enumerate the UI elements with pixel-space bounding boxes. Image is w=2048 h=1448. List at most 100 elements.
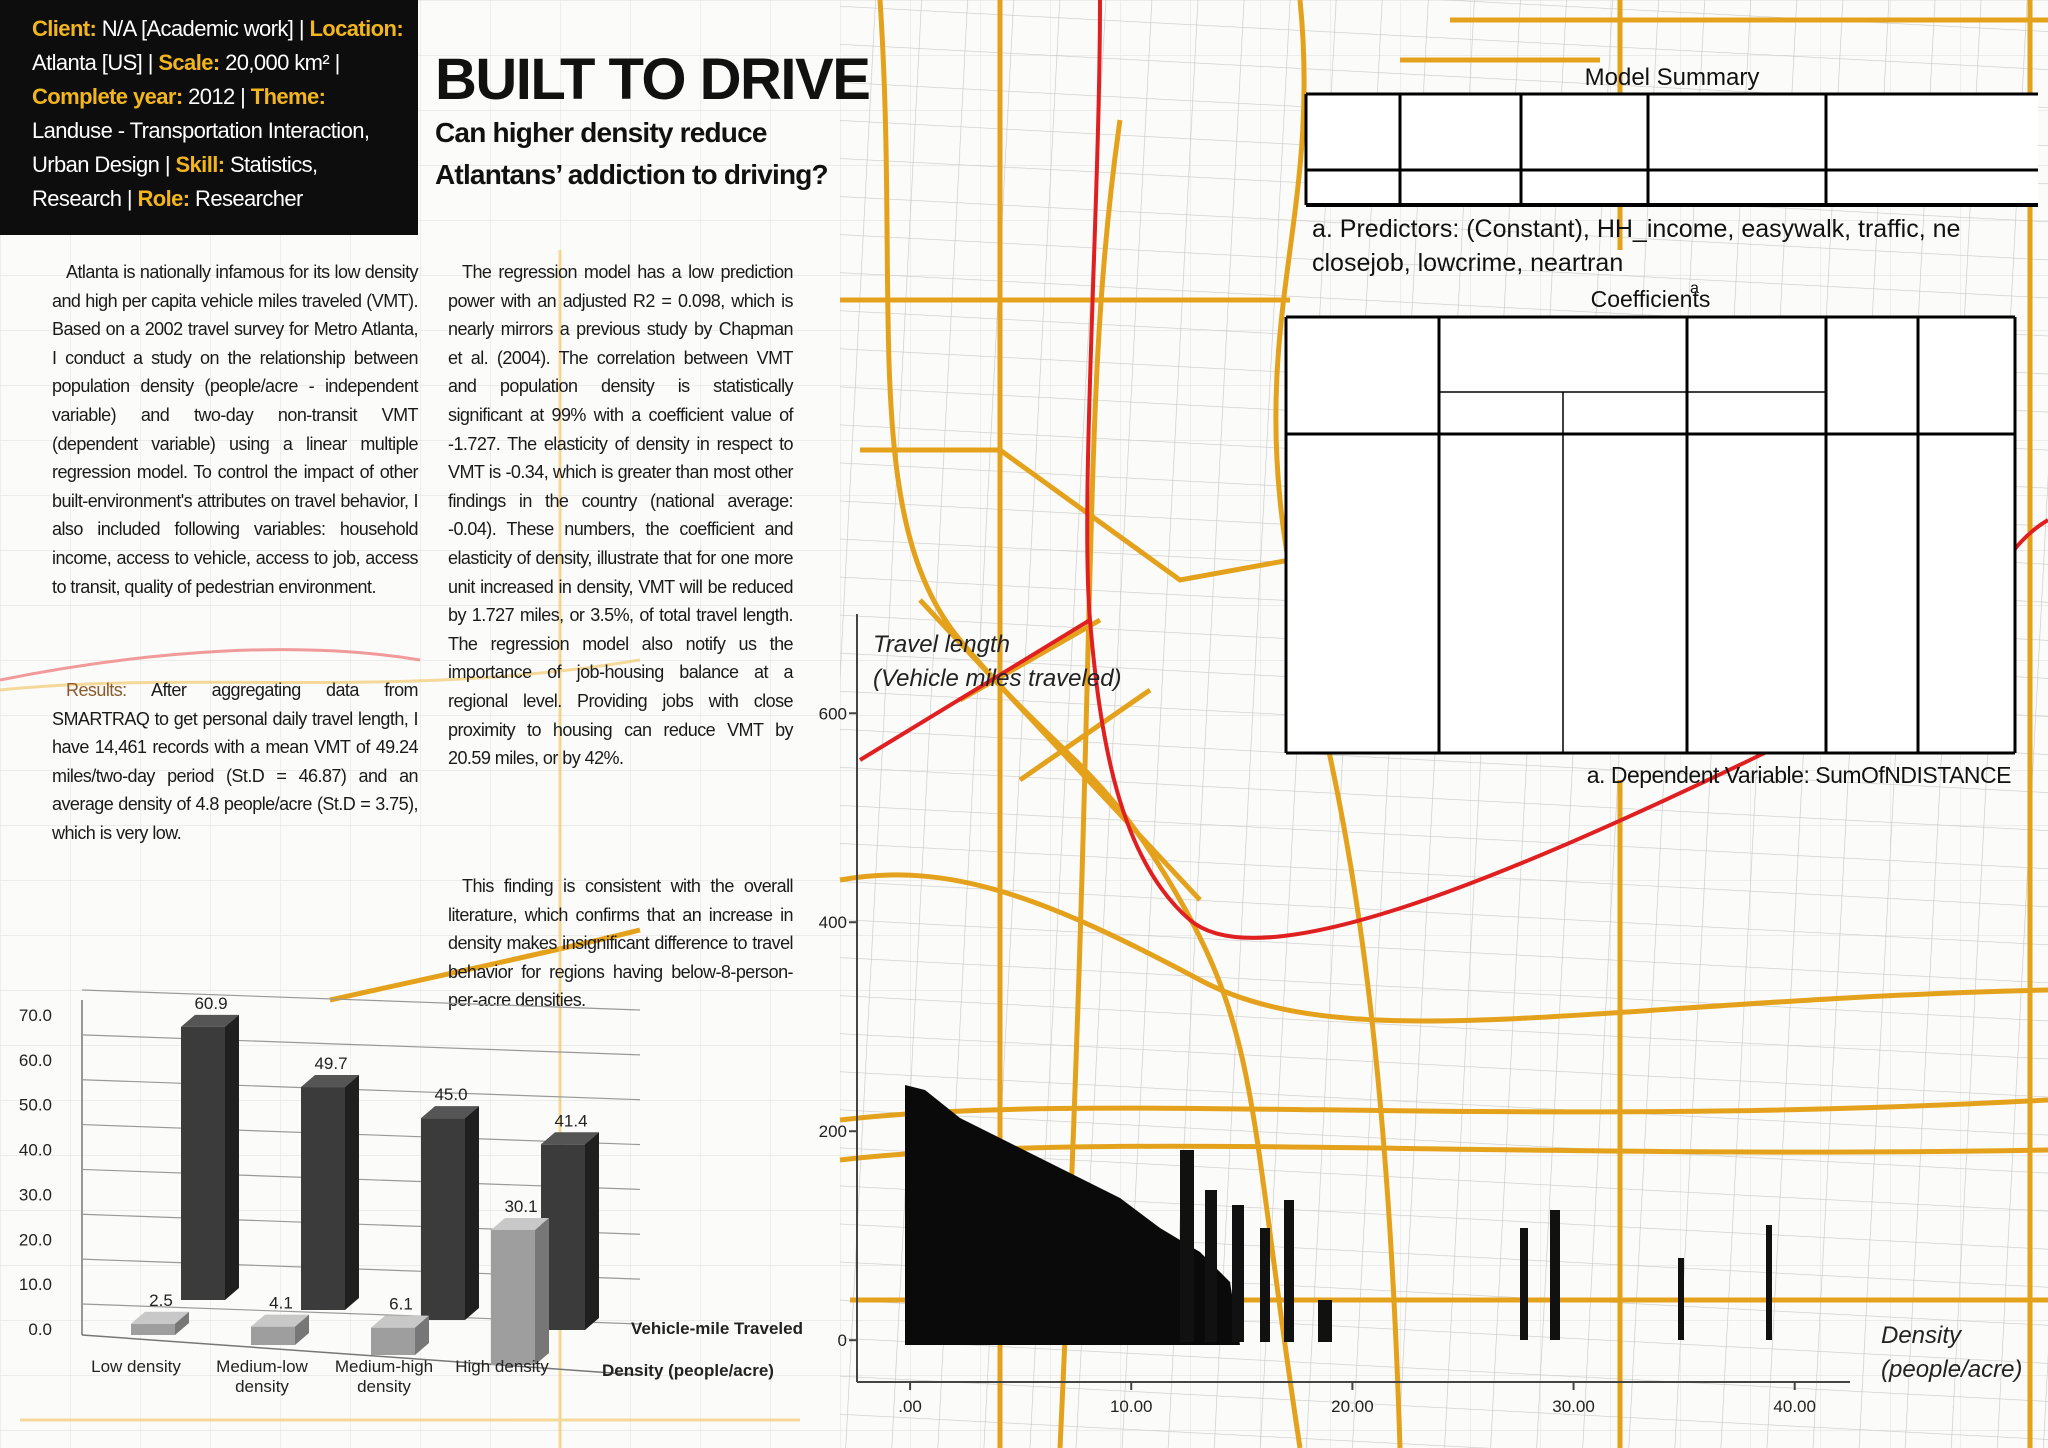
bar-side <box>345 1075 359 1310</box>
info-text: Researcher <box>195 186 303 211</box>
bar-side <box>465 1106 479 1320</box>
y-tick-label: 30.0 <box>19 1185 52 1204</box>
bar-top <box>181 1014 239 1027</box>
footnote: a. Dependent Variable: SumOfNDISTANCE <box>1586 762 2011 788</box>
results-paragraph: Results: After aggregating data from SMA… <box>52 676 419 848</box>
bar-side <box>585 1132 599 1330</box>
data-label: 60.9 <box>194 994 227 1013</box>
footnote: a. Predictors: (Constant), HH_income, ea… <box>1312 215 1961 243</box>
x-tick-label: High density <box>455 1357 549 1376</box>
table-title: Model Summary <box>1584 64 1760 91</box>
data-label: 41.4 <box>554 1111 587 1130</box>
bar-side <box>415 1315 429 1355</box>
x-tick-label: 30.00 <box>1552 1397 1595 1416</box>
info-label: Theme: <box>250 84 326 109</box>
x-tick-label-line: Medium-low <box>216 1357 308 1376</box>
y-tick-label: 0 <box>838 1331 847 1350</box>
info-label: Scale: <box>158 50 220 75</box>
bar-side <box>175 1311 189 1335</box>
data-label: 49.7 <box>314 1054 347 1073</box>
x-tick-label: 10.00 <box>1110 1397 1153 1416</box>
data-label: 30.1 <box>504 1197 537 1216</box>
bar-side <box>535 1217 549 1365</box>
info-text: Landuse - Transportation Interaction, Ur… <box>32 118 370 177</box>
bar-top <box>251 1314 309 1327</box>
footnote: closejob, lowcrime, neartran <box>1312 249 1624 277</box>
y-tick-label: 0.0 <box>28 1320 52 1339</box>
bar-side <box>225 1014 239 1300</box>
middle-paragraph: This finding is consistent with the over… <box>448 876 794 1011</box>
bar-top <box>301 1075 359 1088</box>
bar-top <box>491 1217 549 1230</box>
table-title: Coefficients <box>1590 286 1711 312</box>
data-label: 6.1 <box>389 1295 413 1314</box>
y-tick-label: 10.0 <box>19 1275 52 1294</box>
data-label: 45.0 <box>434 1085 467 1104</box>
subtitle-line: Can higher density reduce <box>435 117 767 148</box>
grid-line <box>81 1034 641 1056</box>
bar <box>301 1087 345 1310</box>
y-tick-label: 50.0 <box>19 1096 52 1115</box>
bar-top <box>131 1311 189 1324</box>
x-tick-label: 40.00 <box>1773 1397 1816 1416</box>
bar <box>131 1323 175 1335</box>
x-tick-label: 20.00 <box>1331 1397 1374 1416</box>
bar-top <box>421 1106 479 1119</box>
info-label: Role: <box>137 186 191 211</box>
x-tick-label-line: density <box>357 1377 411 1396</box>
project-info: Client: N/A [Academic work] | Location: … <box>0 0 418 235</box>
bar <box>371 1327 415 1355</box>
y-tick-label: 600 <box>819 704 847 723</box>
bar <box>251 1326 295 1345</box>
x-tick-label-line: Medium-high <box>335 1357 433 1376</box>
y-axis-label: Travel length <box>873 631 1010 658</box>
y-tick-label: 60.0 <box>19 1051 52 1070</box>
x-tick-label: Medium-low density <box>216 1357 308 1396</box>
bar-side <box>295 1314 309 1345</box>
middle-paragraph: The regression model has a low predictio… <box>448 262 794 769</box>
bar <box>421 1118 465 1320</box>
y-tick-label: 40.0 <box>19 1141 52 1160</box>
title: BUILT TO DRIVE <box>435 47 871 112</box>
grid-line <box>81 989 641 1011</box>
x-axis-label: (people/acre) <box>1881 1356 2022 1383</box>
bar <box>181 1026 225 1300</box>
table-bg <box>1286 317 2015 753</box>
data-label: 2.5 <box>149 1291 173 1310</box>
x-axis-label: Density <box>1881 1322 1963 1349</box>
y-tick-label: 200 <box>819 1122 847 1141</box>
info-label: Complete year: <box>32 84 183 109</box>
grid-line <box>81 1079 641 1101</box>
x-tick-label: Medium-high density <box>335 1357 433 1396</box>
y-tick-label: 20.0 <box>19 1230 52 1249</box>
data-label: 4.1 <box>269 1294 293 1313</box>
bar <box>491 1229 535 1365</box>
x-tick-label: Low density <box>91 1357 181 1376</box>
results-text: After aggregating data from SMARTRAQ to … <box>52 680 419 843</box>
info-text: 20,000 km² | <box>225 50 340 75</box>
info-text: Statistics, Research | <box>32 152 318 211</box>
footnote-mark: a <box>1690 280 1699 297</box>
legend-label: Vehicle-mile Traveled <box>631 1319 803 1338</box>
bar-top <box>541 1132 599 1145</box>
info-label: Skill: <box>175 152 225 177</box>
x-tick-label-line: density <box>235 1377 289 1396</box>
y-tick-label: 70.0 <box>19 1006 52 1025</box>
y-tick-label: 400 <box>819 913 847 932</box>
legend-label: Density (people/acre) <box>602 1361 774 1380</box>
left-paragraph: Atlanta is nationally infamous for its l… <box>52 262 419 597</box>
info-label: Location: <box>309 16 404 41</box>
subtitle: Can higher density reduce Atlantans’ add… <box>435 112 829 196</box>
info-text: N/A [Academic work] | <box>101 16 305 41</box>
table-bg <box>1306 94 2038 205</box>
info-text: Atlanta [US] | <box>32 50 153 75</box>
scatter-streaks <box>1180 1150 1772 1342</box>
results-label: Results: <box>66 680 127 700</box>
bar-top <box>371 1315 429 1328</box>
info-text: 2012 | <box>188 84 246 109</box>
y-axis-label: (Vehicle miles traveled) <box>873 665 1122 692</box>
bar-floor <box>81 1334 641 1376</box>
scatter-mass <box>905 1085 1240 1345</box>
